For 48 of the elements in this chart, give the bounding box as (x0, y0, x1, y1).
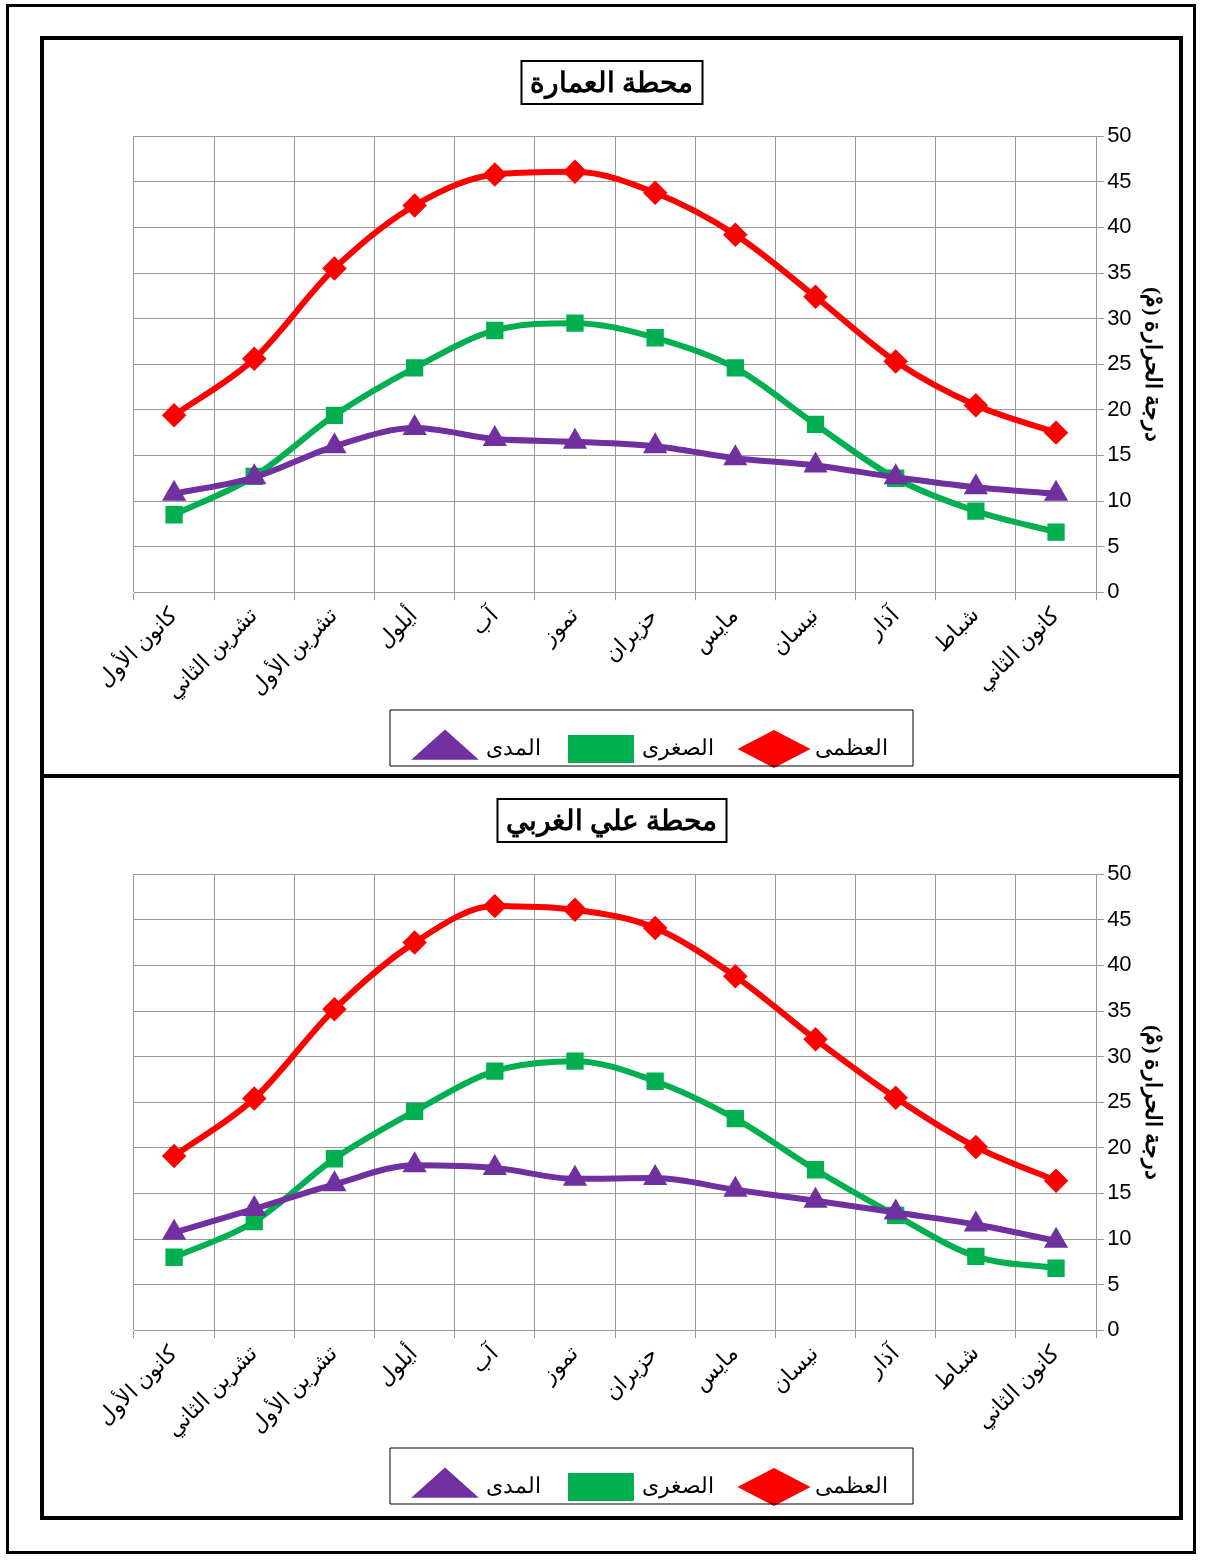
x-tick-label: أيلول (369, 600, 423, 654)
y-tick-label: 35 (1107, 259, 1132, 285)
y-tick-label: 5 (1107, 532, 1120, 558)
chart-title: محطة العمارة (520, 60, 703, 105)
x-tick-label: نيسان (765, 1340, 824, 1398)
y-tick-label: 20 (1107, 395, 1132, 421)
x-tick-label: تموز (535, 602, 584, 651)
legend-label: الصغرى (642, 1472, 714, 1499)
y-tick-label: 10 (1107, 1225, 1132, 1251)
x-tick-label: مايس (687, 602, 744, 659)
x-tick-label: تموز (535, 1340, 584, 1389)
x-tick-label: شباط (929, 1340, 984, 1395)
y-tick-label: 30 (1107, 304, 1132, 330)
y-tick-label: 45 (1107, 167, 1132, 193)
x-tick-label: مايس (687, 1340, 744, 1397)
y-tick-label: 30 (1107, 1042, 1132, 1068)
x-tick-label: آذار (860, 601, 905, 645)
y-tick-label: 15 (1107, 441, 1132, 467)
y-tick-label: 0 (1107, 578, 1120, 604)
legend-label: الصغرى (642, 734, 714, 761)
chart-title: محطة علي الغربي (496, 798, 727, 843)
legend-label: العظمى (815, 734, 888, 760)
y-tick-label: 45 (1107, 905, 1132, 931)
x-tick-label: أيلول (369, 1338, 423, 1392)
y-tick-label: 20 (1107, 1133, 1132, 1159)
legend-label: المدى (486, 1472, 541, 1498)
legend-label: المدى (486, 734, 541, 760)
x-tick-label: آذار (860, 1339, 905, 1383)
y-tick-label: 50 (1107, 860, 1132, 886)
x-tick-label: آب (464, 601, 504, 640)
legend-label: العظمى (815, 1472, 888, 1498)
y-tick-label: 10 (1107, 487, 1132, 513)
x-tick-label: حزيران (598, 602, 664, 668)
y-tick-label: 15 (1107, 1179, 1132, 1205)
y-axis-title: درجة الحرارة (مْ) (1140, 1024, 1167, 1180)
y-tick-label: 50 (1107, 122, 1132, 148)
y-tick-label: 40 (1107, 213, 1132, 239)
y-tick-label: 5 (1107, 1270, 1120, 1296)
y-tick-label: 35 (1107, 997, 1132, 1023)
x-tick-label: آب (464, 1339, 504, 1378)
y-tick-label: 25 (1107, 350, 1132, 376)
x-tick-label: حزيران (598, 1340, 664, 1406)
y-tick-label: 0 (1107, 1316, 1120, 1342)
x-tick-label: نيسان (765, 602, 824, 660)
y-tick-label: 25 (1107, 1088, 1132, 1114)
y-axis-title: درجة الحرارة (مْ) (1140, 286, 1167, 442)
y-tick-label: 40 (1107, 951, 1132, 977)
x-tick-label: شباط (929, 602, 984, 657)
